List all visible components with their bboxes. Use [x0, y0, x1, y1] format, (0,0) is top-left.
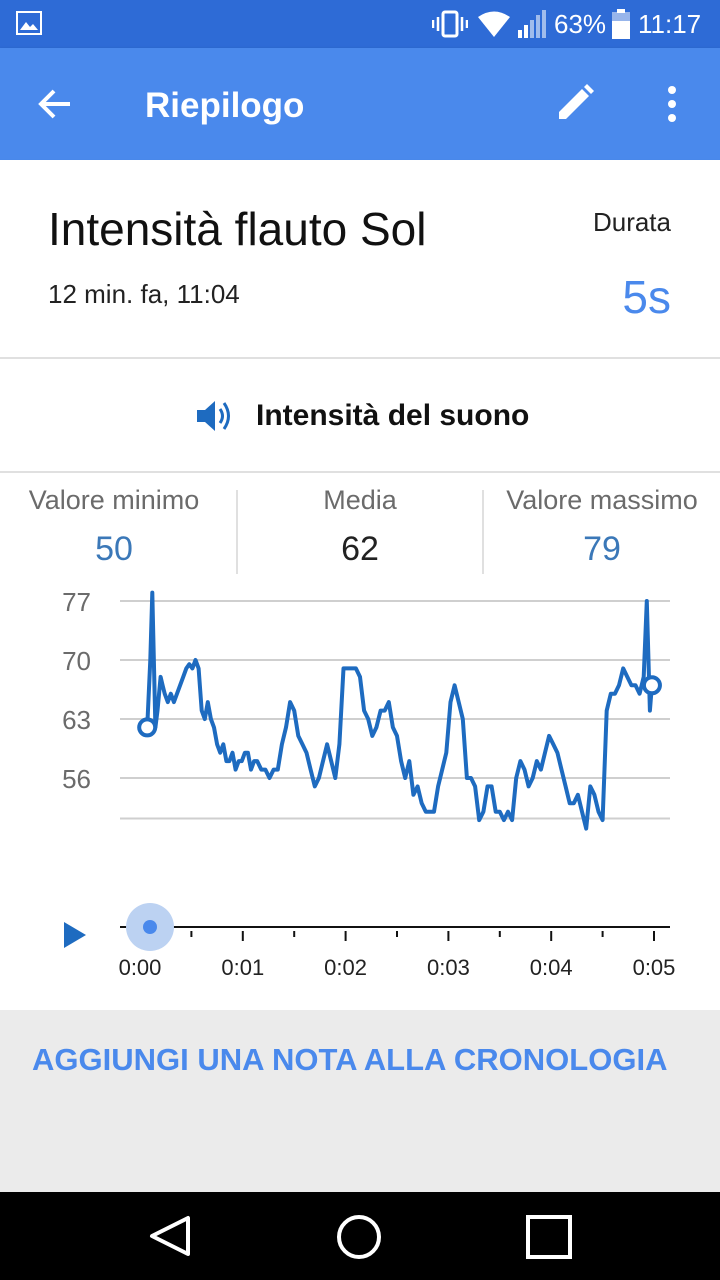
- clock: 11:17: [638, 9, 702, 39]
- divider: [0, 471, 720, 473]
- app-bar: Riepilogo: [0, 48, 720, 160]
- battery-icon: [612, 9, 630, 39]
- speaker-icon: [197, 401, 230, 431]
- duration-value: 5s: [622, 271, 671, 323]
- signal-icon: [518, 10, 546, 38]
- divider: [482, 490, 484, 574]
- divider: [0, 357, 720, 359]
- y-tick-label: 77: [62, 587, 91, 617]
- x-tick-label: 0:01: [221, 955, 264, 980]
- notes-area: AGGIUNGI UNA NOTA ALLA CRONOLOGIA: [0, 1010, 720, 1192]
- nav-back-icon[interactable]: [148, 1214, 192, 1258]
- scrubber-handle[interactable]: [143, 920, 157, 934]
- data-series-line: [145, 590, 654, 831]
- endpoint-marker: [137, 717, 158, 738]
- gallery-icon: [16, 11, 42, 35]
- wifi-icon: [478, 11, 510, 37]
- add-note-button[interactable]: AGGIUNGI UNA NOTA ALLA CRONOLOGIA: [32, 1042, 668, 1077]
- x-tick-label: 0:02: [324, 955, 367, 980]
- divider: [236, 490, 238, 574]
- y-tick-label: 56: [62, 764, 91, 794]
- run-timestamp: 12 min. fa, 11:04: [48, 279, 240, 309]
- nav-recent-icon[interactable]: [525, 1214, 573, 1260]
- run-title: Intensità flauto Sol: [48, 203, 427, 255]
- arrow-back-icon[interactable]: [36, 86, 76, 122]
- x-tick-label: 0:04: [530, 955, 573, 980]
- stat-average-label: Media: [323, 485, 397, 515]
- y-tick-label: 70: [62, 646, 91, 676]
- x-tick-label: 0:00: [119, 955, 162, 980]
- pencil-icon[interactable]: [554, 82, 596, 124]
- stat-min: Valore minimo 50: [0, 485, 228, 569]
- stat-min-label: Valore minimo: [28, 485, 200, 515]
- more-vert-icon[interactable]: [662, 84, 682, 124]
- sound-intensity-chart[interactable]: 77 70 63 56 0:00 0:01 0:02 0:03 0:04 0:05: [0, 580, 720, 1000]
- x-tick-label: 0:05: [633, 955, 676, 980]
- navigation-bar: [0, 1192, 720, 1280]
- nav-home-icon[interactable]: [336, 1214, 382, 1260]
- play-icon[interactable]: [64, 922, 86, 948]
- stat-max-value: 79: [583, 530, 621, 568]
- stat-max: Valore massimo 79: [484, 485, 720, 569]
- endpoint-marker: [641, 675, 662, 696]
- duration-label: Durata: [592, 207, 671, 237]
- stat-average: Media 62: [238, 485, 482, 569]
- y-tick-label: 63: [62, 705, 91, 735]
- stat-min-value: 50: [95, 530, 133, 568]
- status-bar: 63% 11:17: [0, 0, 720, 48]
- run-summary-card: Intensità flauto Sol 12 min. fa, 11:04 D…: [0, 160, 720, 1010]
- page-title: Riepilogo: [145, 86, 305, 125]
- vibrate-icon: [432, 10, 468, 38]
- sensor-label: Intensità del suono: [256, 399, 530, 432]
- stat-max-label: Valore massimo: [506, 485, 698, 515]
- x-tick-label: 0:03: [427, 955, 470, 980]
- battery-percent: 63%: [554, 9, 607, 39]
- stat-average-value: 62: [341, 530, 379, 568]
